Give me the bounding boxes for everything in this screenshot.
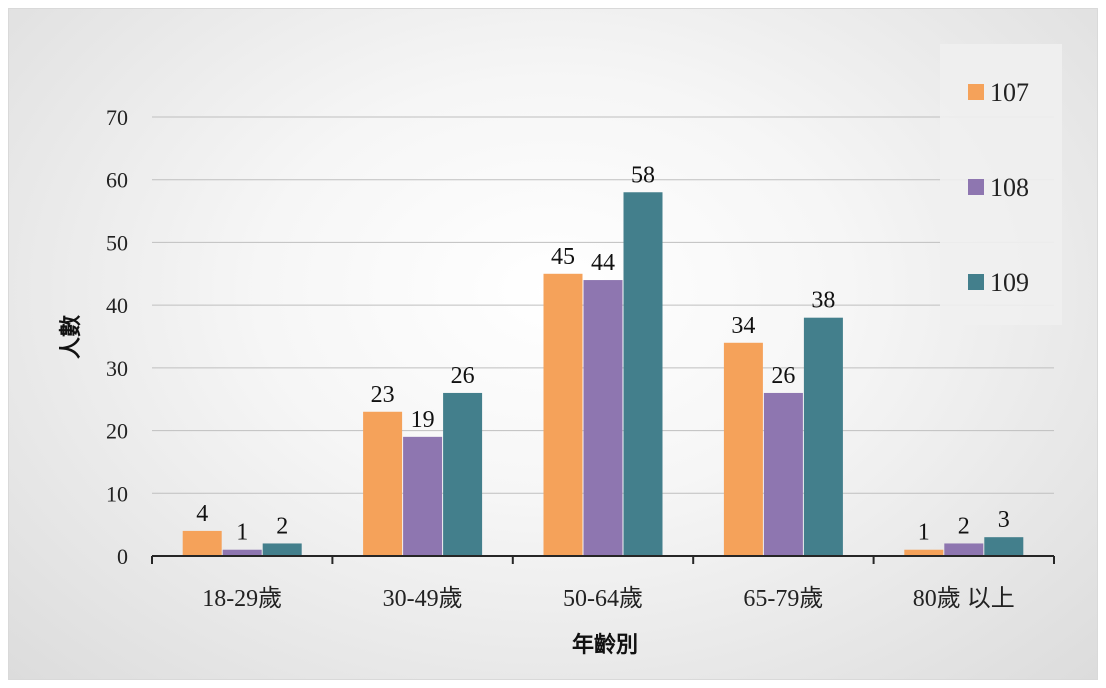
data-label: 34 (731, 313, 755, 339)
bar (543, 273, 583, 556)
data-label: 44 (591, 250, 615, 276)
legend: 107 108 109 (940, 44, 1062, 325)
y-tick-label: 20 (106, 419, 128, 444)
axes: 0 10 20 30 40 50 60 70 18-29歲 30-49歲 50-64歲 65-79歲 8… (106, 105, 1055, 612)
legend-label: 108 (990, 173, 1029, 202)
data-label: 26 (771, 363, 795, 389)
bar (763, 392, 803, 556)
legend-label: 107 (990, 78, 1029, 107)
y-tick-label: 30 (106, 356, 128, 381)
data-label: 2 (276, 513, 288, 539)
bar (443, 392, 483, 556)
data-labels: 4 23 45 34 1 1 19 44 26 2 2 26 58 38 3 (196, 162, 1010, 545)
bar (723, 342, 763, 556)
data-label: 3 (998, 507, 1010, 533)
y-tick-label: 0 (117, 544, 128, 569)
y-tick-label: 70 (106, 105, 128, 130)
legend-label: 109 (990, 268, 1029, 297)
y-axis-title: 人數 (59, 315, 84, 359)
legend-box (940, 44, 1062, 325)
bar (803, 317, 843, 556)
data-label: 4 (196, 501, 208, 527)
x-tick-label: 50-64歲 (563, 585, 643, 612)
x-tick-label: 18-29歲 (202, 585, 282, 612)
bar (904, 549, 944, 556)
bars (182, 192, 1024, 556)
x-tick-label: 80歲 以上 (913, 585, 1015, 612)
x-tick-label: 30-49歲 (383, 585, 463, 612)
data-label: 2 (958, 513, 970, 539)
bar (403, 436, 443, 556)
legend-swatch (968, 84, 984, 100)
bar (262, 543, 302, 556)
bar (944, 543, 984, 556)
data-label: 1 (236, 520, 248, 546)
y-tick-label: 50 (106, 230, 128, 255)
y-tick-label: 60 (106, 168, 128, 193)
data-label: 1 (918, 520, 930, 546)
data-label: 26 (451, 363, 475, 389)
bar (363, 411, 403, 556)
bar (583, 280, 623, 556)
y-tick-label: 40 (106, 293, 128, 318)
bar (182, 530, 222, 556)
data-label: 45 (551, 244, 575, 270)
x-tick-label: 65-79歲 (743, 585, 823, 612)
bar (222, 549, 262, 556)
data-label: 58 (631, 162, 655, 188)
data-label: 38 (811, 288, 835, 314)
y-tick-label: 10 (106, 481, 128, 506)
bar (984, 537, 1024, 556)
data-label: 19 (411, 407, 435, 433)
bar (623, 192, 663, 556)
x-axis-title: 年齡別 (572, 632, 638, 658)
gridlines (152, 116, 1054, 494)
data-label: 23 (371, 382, 395, 408)
legend-swatch (968, 274, 984, 290)
legend-swatch (968, 179, 984, 195)
